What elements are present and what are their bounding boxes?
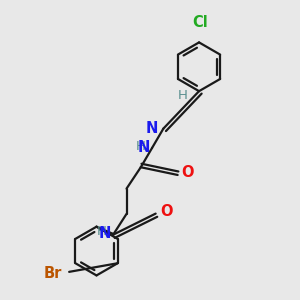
Text: N: N (138, 140, 150, 155)
Text: N: N (146, 121, 158, 136)
Text: O: O (160, 204, 172, 219)
Text: Br: Br (43, 266, 62, 281)
Text: H: H (96, 225, 106, 238)
Text: H: H (136, 140, 146, 153)
Text: N: N (99, 226, 111, 241)
Text: O: O (181, 165, 194, 180)
Text: H: H (178, 89, 188, 102)
Text: Cl: Cl (192, 15, 208, 30)
